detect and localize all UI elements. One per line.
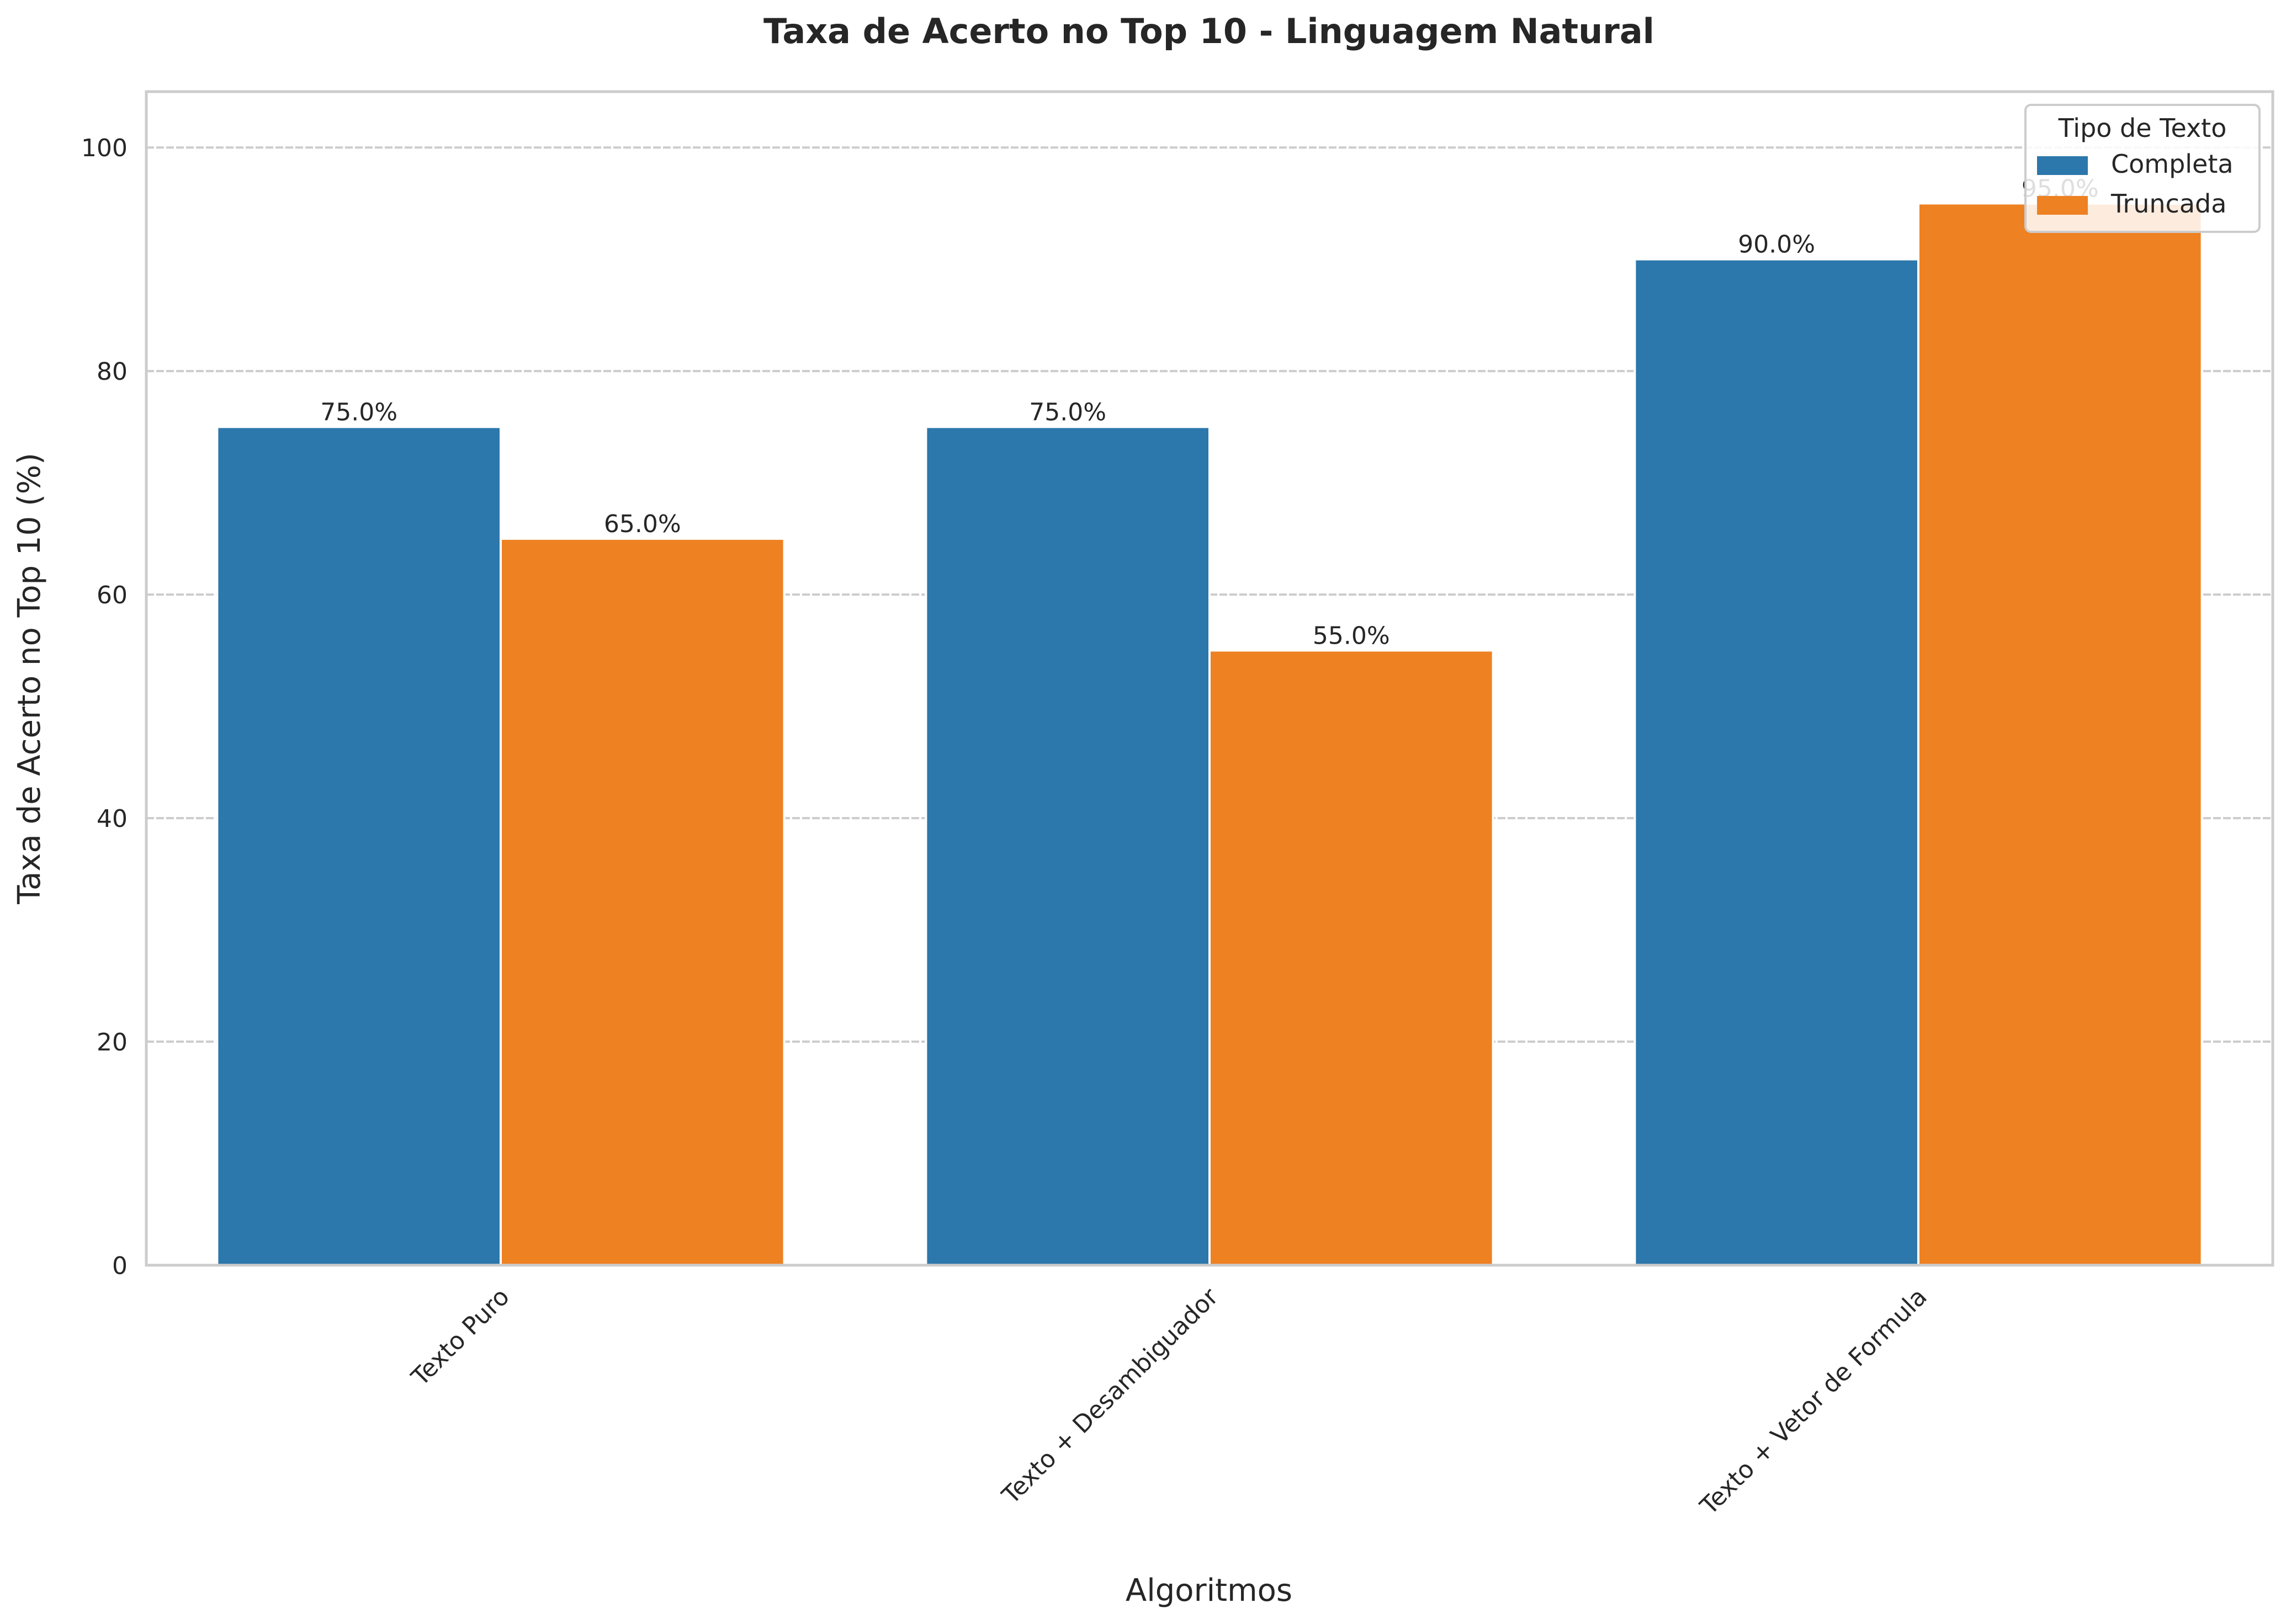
y-axis-ticks: 0 20 40 60 80 100	[81, 134, 128, 1280]
y-tick-label: 60	[97, 581, 128, 609]
bars	[216, 202, 2203, 1267]
legend-swatch-truncada	[2037, 196, 2088, 215]
y-tick-label: 80	[97, 358, 128, 386]
legend-label-truncada: Truncada	[2110, 189, 2226, 219]
bar-value-label: 65.0%	[604, 510, 681, 538]
chart-title: Taxa de Acerto no Top 10 - Linguagem Nat…	[763, 11, 1654, 51]
y-axis-label: Taxa de Acerto no Top 10 (%)	[12, 453, 47, 905]
bar-completa	[925, 426, 1211, 1266]
legend: Tipo de Texto Completa Truncada	[2024, 104, 2261, 233]
bar-completa	[1633, 258, 1919, 1267]
legend-title: Tipo de Texto	[2058, 113, 2227, 143]
bar-completa	[216, 426, 502, 1266]
y-tick-label: 20	[97, 1028, 128, 1057]
bar-truncada	[1208, 649, 1494, 1266]
x-axis-label: Algoritmos	[1126, 1573, 1292, 1609]
bar-value-labels: 75.0%65.0%75.0%55.0%90.0%95.0%	[320, 174, 2098, 650]
y-tick-label: 40	[97, 805, 128, 833]
legend-swatch-completa	[2037, 156, 2088, 175]
y-tick-label: 0	[112, 1252, 128, 1280]
legend-label-completa: Completa	[2111, 149, 2234, 179]
bar-value-label: 55.0%	[1313, 622, 1390, 650]
legend-items: Completa Truncada	[2037, 149, 2234, 219]
bar-truncada	[1917, 202, 2203, 1266]
bar-value-label: 75.0%	[1029, 398, 1106, 426]
y-tick-label: 100	[81, 134, 128, 162]
bar-value-label: 90.0%	[1738, 231, 1815, 259]
bar-value-label: 75.0%	[320, 398, 397, 426]
bar-truncada	[500, 537, 786, 1266]
plot-frame	[145, 90, 2274, 1267]
